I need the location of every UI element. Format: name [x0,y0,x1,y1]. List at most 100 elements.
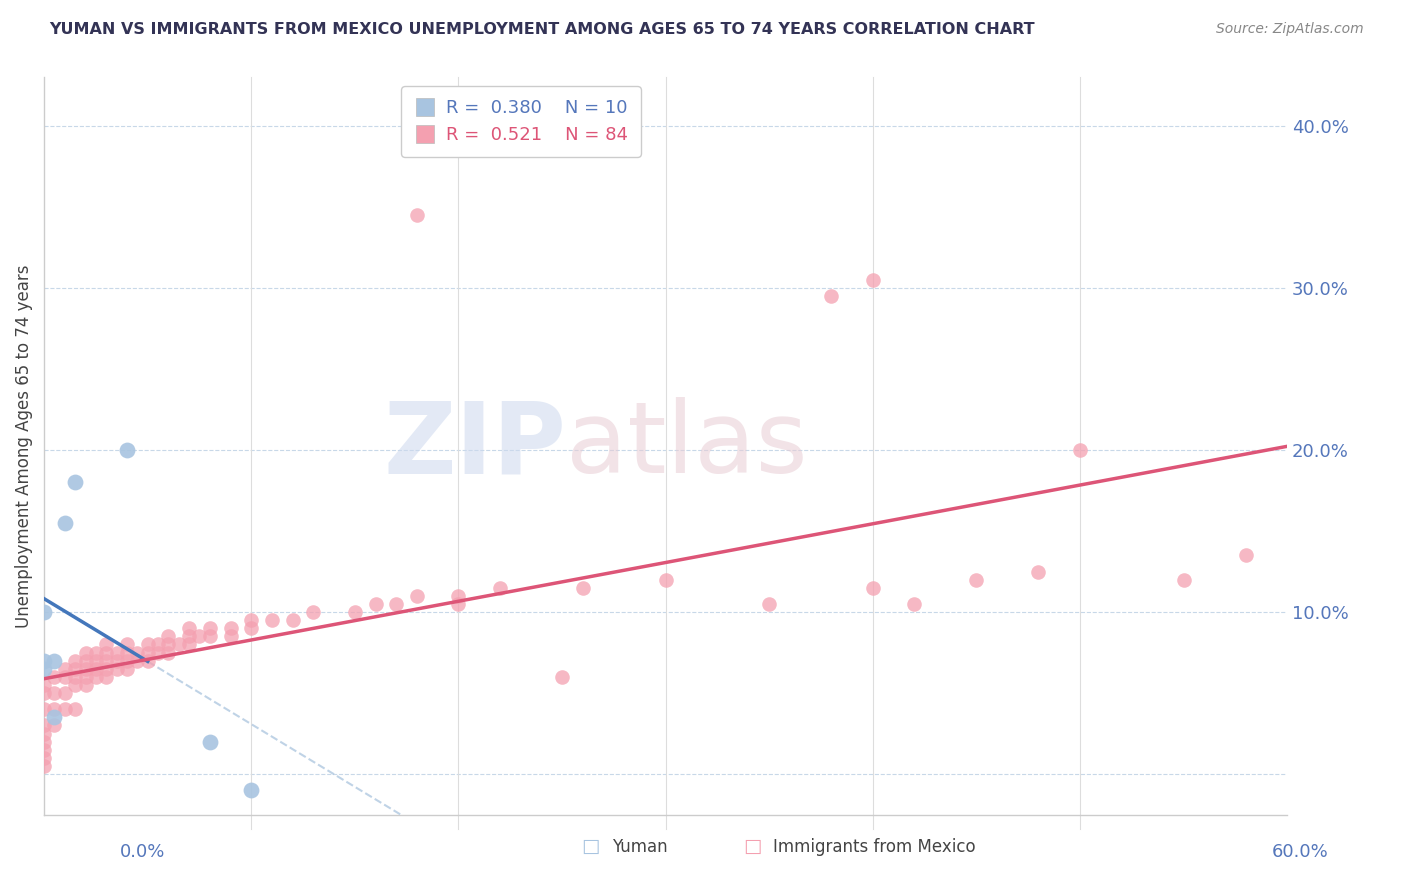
Point [44,718,66,732]
Point [84,646,107,660]
Point [75,670,97,684]
Point [63,670,86,684]
Point [63,654,86,668]
Point [240,613,263,627]
Point [32,678,55,692]
Text: ZIP: ZIP [384,398,567,494]
Point [75,678,97,692]
Point [96,662,118,676]
Text: atlas: atlas [567,398,808,494]
Text: Yuman: Yuman [612,838,668,856]
Point [105,662,128,676]
Point [406,208,429,222]
Point [84,670,107,684]
Text: 60.0%: 60.0% [1272,843,1329,861]
Point [1028,565,1050,579]
Point [188,629,211,643]
Point [179,621,201,635]
Point [44,710,66,724]
Point [84,662,107,676]
Point [179,629,201,643]
Point [105,646,128,660]
Text: □: □ [742,838,762,856]
Point [198,734,221,748]
Point [343,605,366,619]
Point [302,605,325,619]
Point [32,702,55,716]
Point [63,662,86,676]
Point [115,637,138,651]
Point [136,637,159,651]
Point [32,759,55,773]
Point [44,654,66,668]
Point [1234,549,1257,563]
Point [32,743,55,757]
Point [32,734,55,748]
Point [115,662,138,676]
Point [447,597,470,611]
Point [63,678,86,692]
Point [862,273,884,287]
Point [551,670,574,684]
Point [105,654,128,668]
Text: □: □ [581,838,600,856]
Point [281,613,304,627]
Point [965,573,987,587]
Point [32,662,55,676]
Point [219,629,242,643]
Point [571,581,593,595]
Point [127,646,149,660]
Point [654,573,676,587]
Point [146,646,169,660]
Point [115,443,138,458]
Point [32,751,55,765]
Point [32,726,55,740]
Point [32,686,55,700]
Point [53,702,76,716]
Point [32,718,55,732]
Point [53,686,76,700]
Text: YUMAN VS IMMIGRANTS FROM MEXICO UNEMPLOYMENT AMONG AGES 65 TO 74 YEARS CORRELATI: YUMAN VS IMMIGRANTS FROM MEXICO UNEMPLOY… [49,22,1035,37]
Point [115,654,138,668]
Point [32,654,55,668]
Point [240,621,263,635]
Point [260,613,283,627]
Point [96,646,118,660]
Point [179,637,201,651]
Point [198,629,221,643]
Point [447,589,470,603]
Point [32,605,55,619]
Point [63,475,86,490]
Point [96,670,118,684]
Y-axis label: Unemployment Among Ages 65 to 74 years: Unemployment Among Ages 65 to 74 years [15,264,32,628]
Point [157,629,180,643]
Point [96,654,118,668]
Point [820,289,842,303]
Point [758,597,780,611]
Point [127,654,149,668]
Point [240,783,263,797]
Point [903,597,925,611]
Point [198,621,221,635]
Point [489,581,512,595]
Point [44,686,66,700]
Point [219,621,242,635]
Point [167,637,190,651]
Point [146,637,169,651]
Point [364,597,387,611]
Point [75,646,97,660]
Point [53,662,76,676]
Point [1069,443,1091,458]
Point [115,646,138,660]
Text: Source: ZipAtlas.com: Source: ZipAtlas.com [1216,22,1364,37]
Text: Immigrants from Mexico: Immigrants from Mexico [773,838,976,856]
Point [75,654,97,668]
Point [136,654,159,668]
Point [862,581,884,595]
Point [75,662,97,676]
Point [385,597,408,611]
Point [53,516,76,530]
Point [96,637,118,651]
Point [84,654,107,668]
Point [53,670,76,684]
